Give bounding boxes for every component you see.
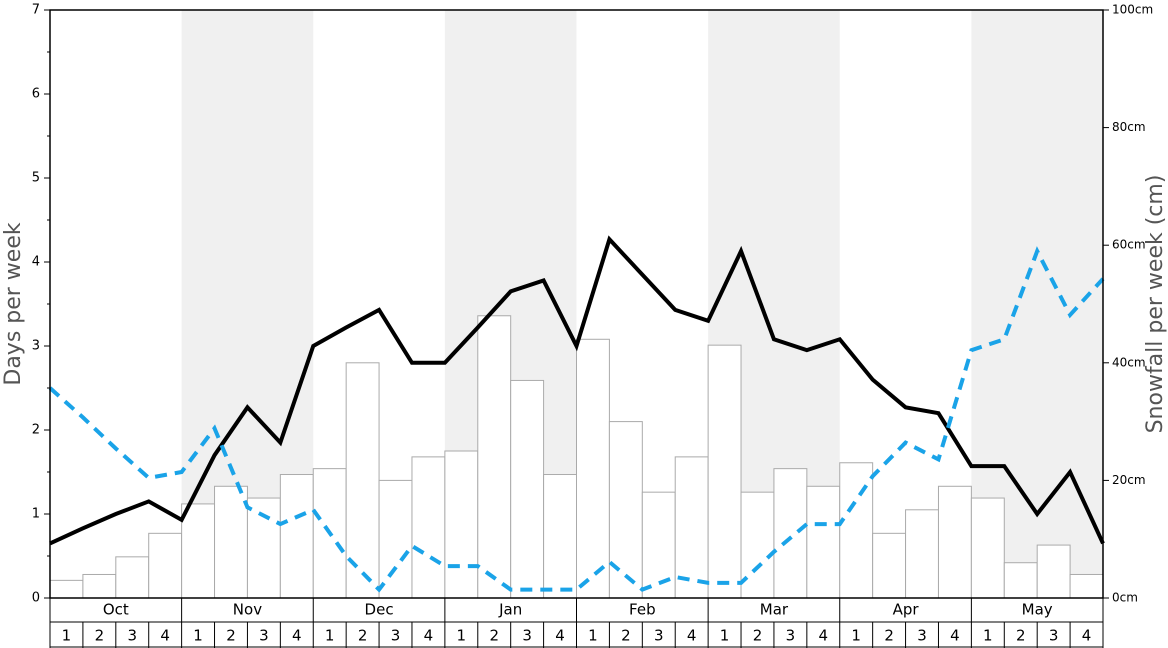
month-label: May bbox=[1022, 601, 1053, 619]
week-label: 2 bbox=[1016, 627, 1026, 645]
week-label: 3 bbox=[654, 627, 664, 645]
week-label: 2 bbox=[95, 627, 105, 645]
week-label: 1 bbox=[193, 627, 203, 645]
bar bbox=[279, 474, 314, 599]
y2-axis-label: Snowfall per week (cm) bbox=[1143, 175, 1168, 434]
bar bbox=[707, 344, 742, 599]
bar bbox=[608, 421, 643, 599]
bar bbox=[444, 450, 479, 599]
week-label: 3 bbox=[522, 627, 532, 645]
bar bbox=[148, 532, 183, 599]
week-label: 2 bbox=[884, 627, 894, 645]
week-label: 3 bbox=[127, 627, 137, 645]
y2-tick-label: 80cm bbox=[1112, 120, 1146, 134]
month-label: Oct bbox=[103, 601, 129, 619]
week-label: 1 bbox=[457, 627, 467, 645]
bar bbox=[214, 485, 248, 599]
week-label: 2 bbox=[358, 627, 368, 645]
bar bbox=[905, 509, 939, 599]
bar bbox=[740, 491, 775, 599]
week-label: 1 bbox=[325, 627, 335, 645]
bar bbox=[411, 456, 446, 599]
y-tick-label: 3 bbox=[32, 339, 40, 354]
week-label: 3 bbox=[391, 627, 401, 645]
week-label: 3 bbox=[1049, 627, 1059, 645]
bar bbox=[181, 503, 216, 599]
bar bbox=[1003, 562, 1038, 599]
month-label: Nov bbox=[233, 601, 262, 619]
week-label: 4 bbox=[950, 627, 960, 645]
week-label: 2 bbox=[621, 627, 631, 645]
week-label: 4 bbox=[555, 627, 565, 645]
bar bbox=[970, 497, 1005, 599]
y2-tick-label: 40cm bbox=[1112, 355, 1146, 369]
y-tick-label: 2 bbox=[32, 423, 40, 438]
y2-tick-label: 20cm bbox=[1112, 473, 1146, 487]
bar bbox=[246, 497, 281, 599]
bar bbox=[345, 362, 380, 599]
month-label: Feb bbox=[629, 601, 656, 619]
line-series bbox=[48, 246, 1105, 593]
week-label: 2 bbox=[226, 627, 236, 645]
bar bbox=[937, 485, 972, 599]
y-tick-label: 0 bbox=[32, 591, 40, 606]
bar bbox=[839, 462, 874, 599]
y-tick-label: 4 bbox=[32, 255, 40, 270]
week-label: 3 bbox=[259, 627, 269, 645]
month-label: Jan bbox=[498, 601, 522, 619]
month-label: Apr bbox=[893, 601, 920, 619]
bar bbox=[806, 485, 841, 599]
week-label: 1 bbox=[720, 627, 730, 645]
week-label: 1 bbox=[588, 627, 598, 645]
month-label: Dec bbox=[365, 601, 394, 619]
week-label: 2 bbox=[753, 627, 763, 645]
week-label: 4 bbox=[160, 627, 170, 645]
bar bbox=[872, 532, 907, 599]
week-label: 3 bbox=[786, 627, 796, 645]
y-tick-label: 5 bbox=[32, 171, 40, 186]
bar bbox=[1069, 573, 1104, 599]
week-label: 2 bbox=[489, 627, 499, 645]
bar bbox=[477, 315, 512, 599]
bar bbox=[378, 479, 413, 599]
bar bbox=[49, 579, 84, 599]
bar bbox=[1036, 544, 1071, 599]
week-label: 4 bbox=[424, 627, 434, 645]
week-label: 4 bbox=[819, 627, 829, 645]
week-label: 1 bbox=[983, 627, 993, 645]
week-label: 4 bbox=[687, 627, 697, 645]
y-tick-label: 1 bbox=[32, 507, 40, 522]
line-series bbox=[49, 235, 1105, 546]
y2-tick-label: 0cm bbox=[1112, 591, 1138, 605]
bar bbox=[674, 456, 709, 599]
bar bbox=[115, 556, 150, 599]
week-label: 4 bbox=[292, 627, 302, 645]
y2-tick-label: 100cm bbox=[1112, 3, 1153, 17]
y-axis-label: Days per week bbox=[1, 222, 26, 385]
bar bbox=[510, 379, 545, 599]
bar bbox=[543, 474, 577, 599]
week-label: 4 bbox=[1082, 627, 1092, 645]
bar bbox=[773, 468, 808, 599]
y2-tick-label: 60cm bbox=[1112, 238, 1146, 252]
week-label: 1 bbox=[851, 627, 861, 645]
y-tick-label: 7 bbox=[32, 3, 40, 18]
bar bbox=[82, 573, 117, 599]
week-label: 3 bbox=[917, 627, 927, 645]
bar bbox=[576, 338, 610, 599]
month-label: Mar bbox=[760, 601, 789, 619]
week-label: 1 bbox=[62, 627, 72, 645]
y-tick-label: 6 bbox=[32, 87, 40, 102]
